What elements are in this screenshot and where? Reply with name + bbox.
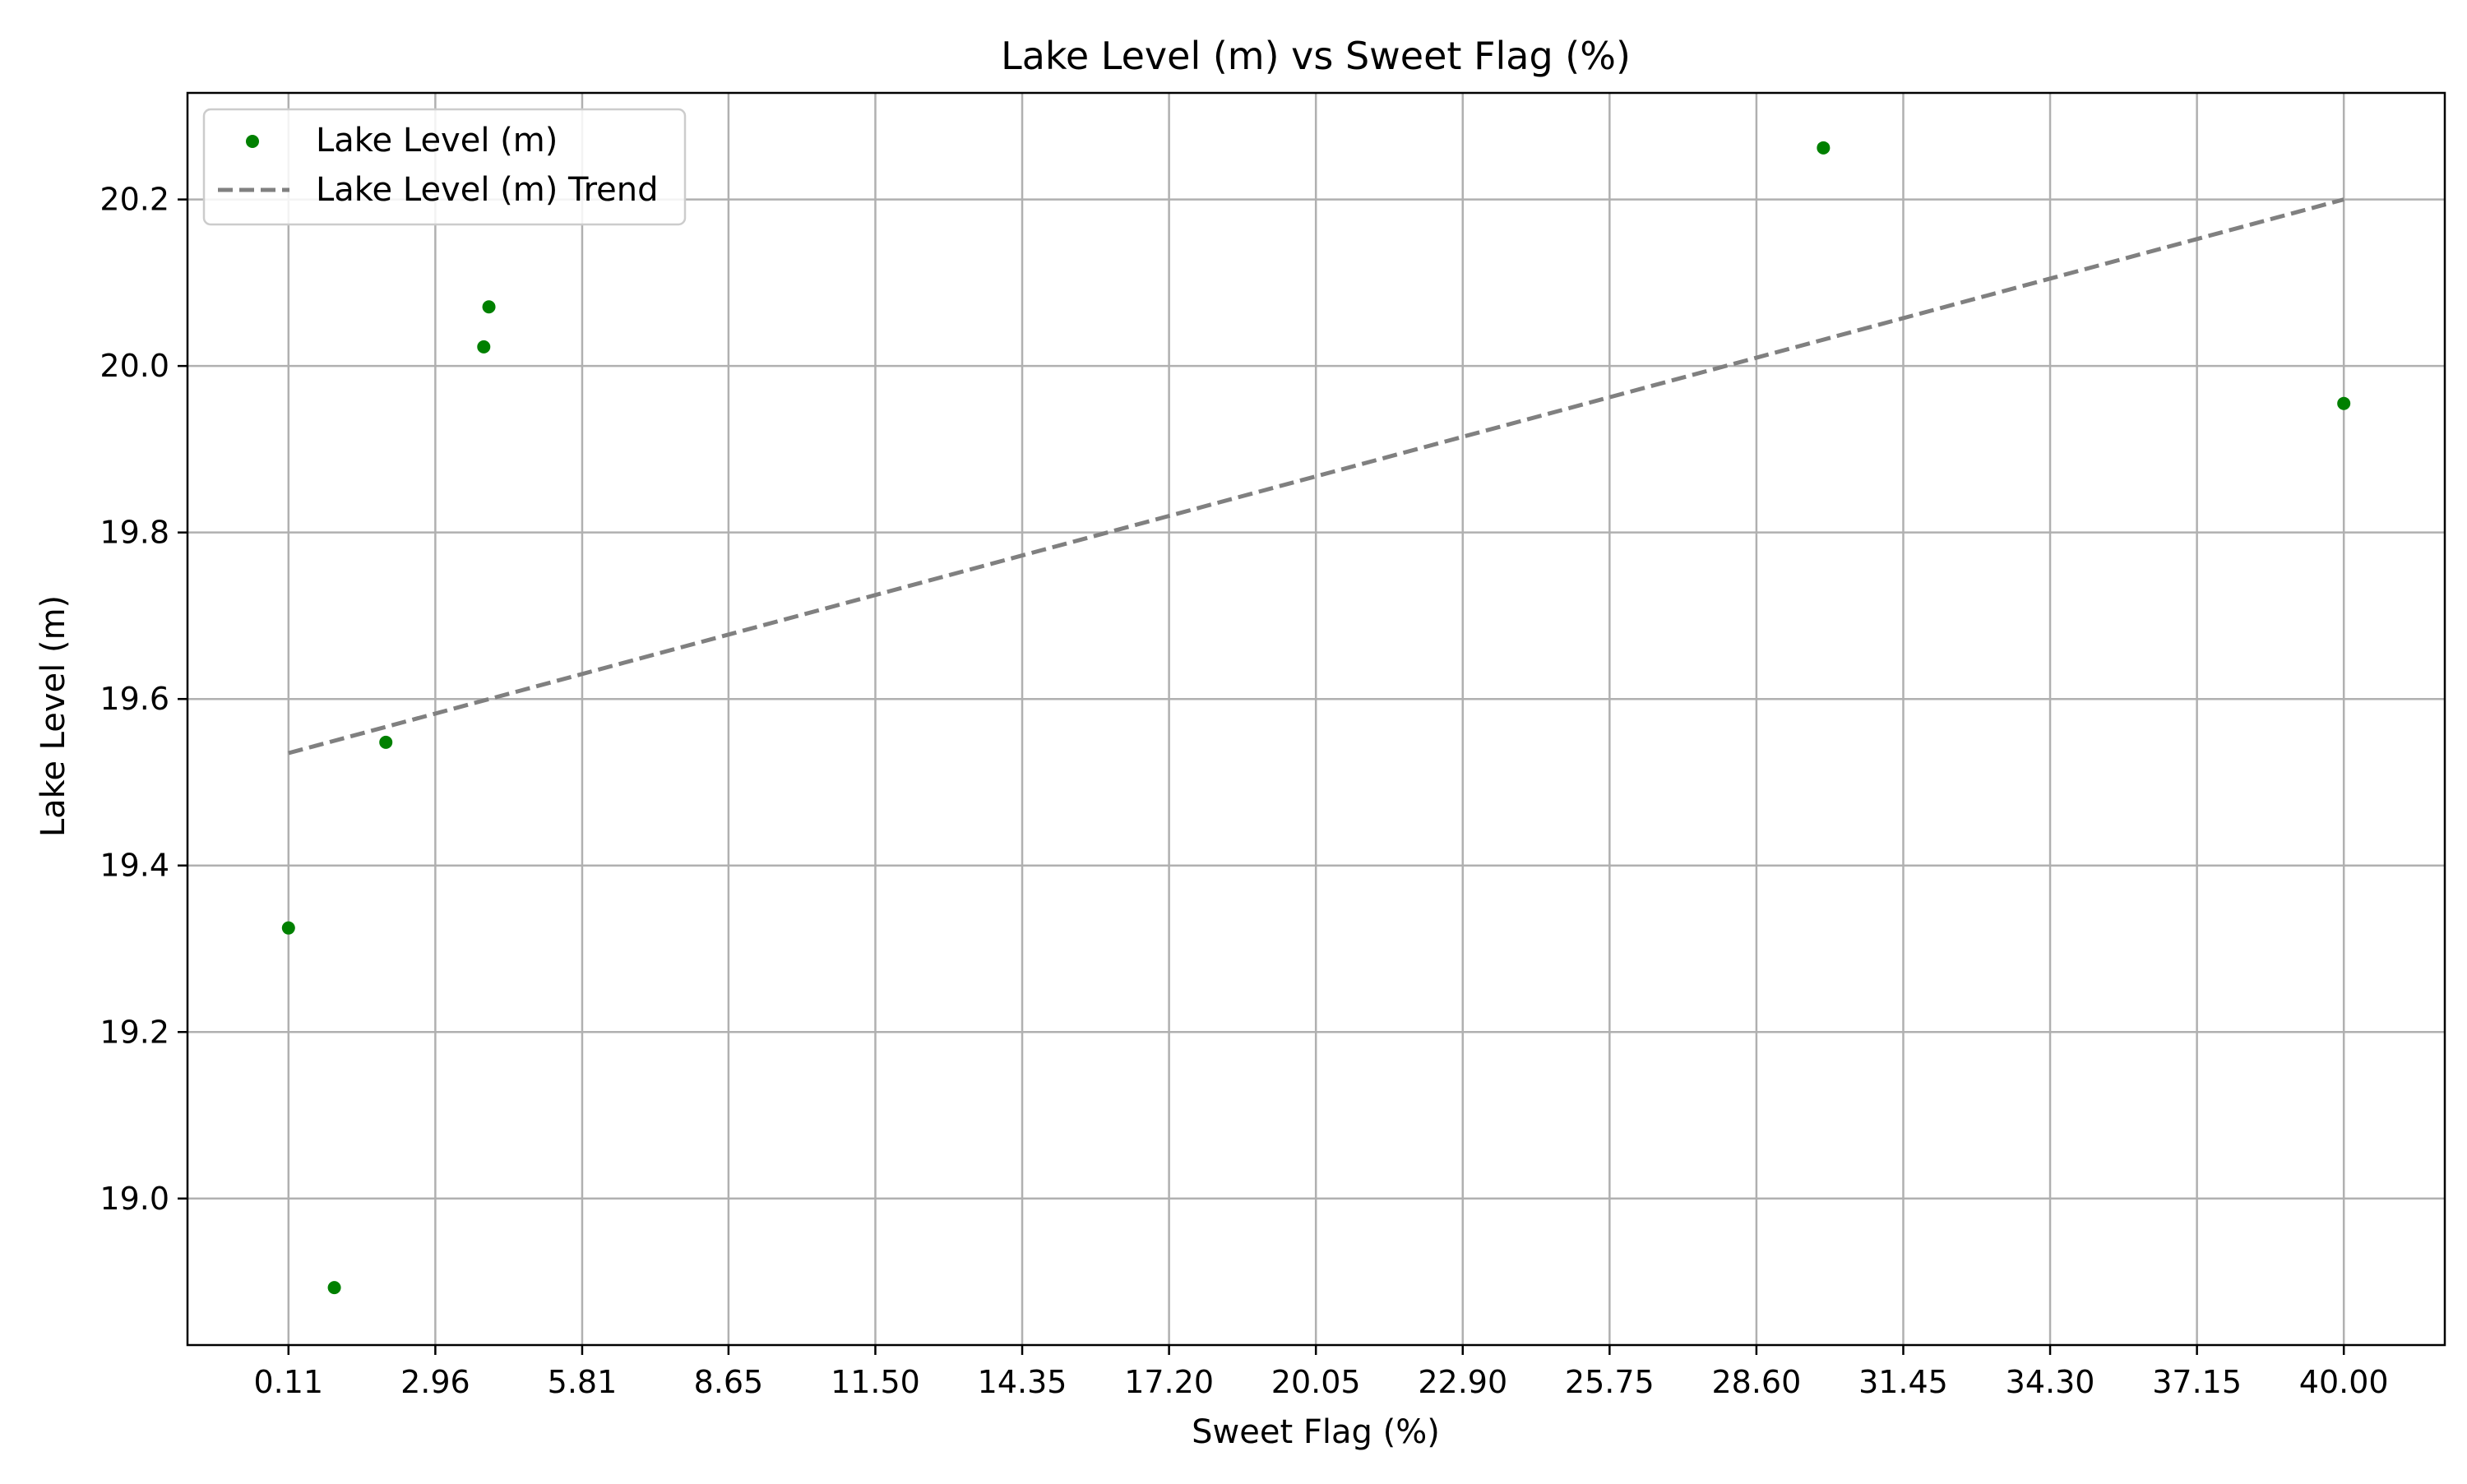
scatter-points-layer [281, 141, 2351, 1295]
legend-scatter-marker [246, 135, 259, 148]
scatter-point [281, 921, 295, 935]
legend: Lake Level (m) Lake Level (m) Trend [202, 108, 687, 226]
y-tick-label: 19.6 [100, 681, 169, 717]
x-axis-ticks: 0.11 2.96 5.81 8.65 11.50 14.35 17.20 20.05 22.9… [254, 1345, 2389, 1400]
legend-box [202, 108, 687, 226]
trend-line [288, 197, 2344, 756]
x-tick-label: 5.81 [548, 1364, 618, 1400]
trend-line-layer [288, 197, 2344, 756]
x-axis-label: Sweet Flag (%) [1192, 1413, 1440, 1451]
x-tick-label: 22.90 [1418, 1364, 1507, 1400]
scatter-point [477, 340, 491, 354]
x-tick-label: 8.65 [694, 1364, 764, 1400]
y-axis-ticks: 19.0 19.2 19.4 19.6 19.8 20.0 20.2 [100, 182, 187, 1217]
x-tick-label: 28.60 [1712, 1364, 1802, 1400]
legend-label-trend: Lake Level (m) Trend [316, 171, 659, 209]
scatter-point [482, 300, 496, 314]
x-tick-label: 40.00 [2299, 1364, 2389, 1400]
scatter-point [379, 735, 393, 749]
y-axis-label: Lake Level (m) [35, 595, 72, 837]
y-tick-label: 19.8 [100, 515, 169, 551]
scatter-point [1817, 141, 1831, 155]
x-tick-label: 2.96 [400, 1364, 470, 1400]
y-tick-label: 20.0 [100, 348, 169, 384]
x-tick-label: 20.05 [1271, 1364, 1361, 1400]
scatter-point [2337, 396, 2351, 410]
x-tick-label: 25.75 [1565, 1364, 1655, 1400]
y-tick-label: 19.2 [100, 1014, 169, 1050]
x-tick-label: 37.15 [2152, 1364, 2242, 1400]
chart-title: Lake Level (m) vs Sweet Flag (%) [1001, 34, 1631, 78]
y-tick-label: 19.0 [100, 1181, 169, 1217]
x-tick-label: 34.30 [2006, 1364, 2095, 1400]
scatter-point [327, 1281, 341, 1295]
legend-label-scatter: Lake Level (m) [316, 122, 558, 159]
y-tick-label: 20.2 [100, 182, 169, 218]
x-tick-label: 14.35 [978, 1364, 1067, 1400]
x-tick-label: 31.45 [1858, 1364, 1948, 1400]
x-tick-label: 0.11 [254, 1364, 324, 1400]
x-tick-label: 11.50 [831, 1364, 920, 1400]
x-tick-label: 17.20 [1124, 1364, 1214, 1400]
y-tick-label: 19.4 [100, 848, 169, 884]
grid [187, 93, 2445, 1345]
